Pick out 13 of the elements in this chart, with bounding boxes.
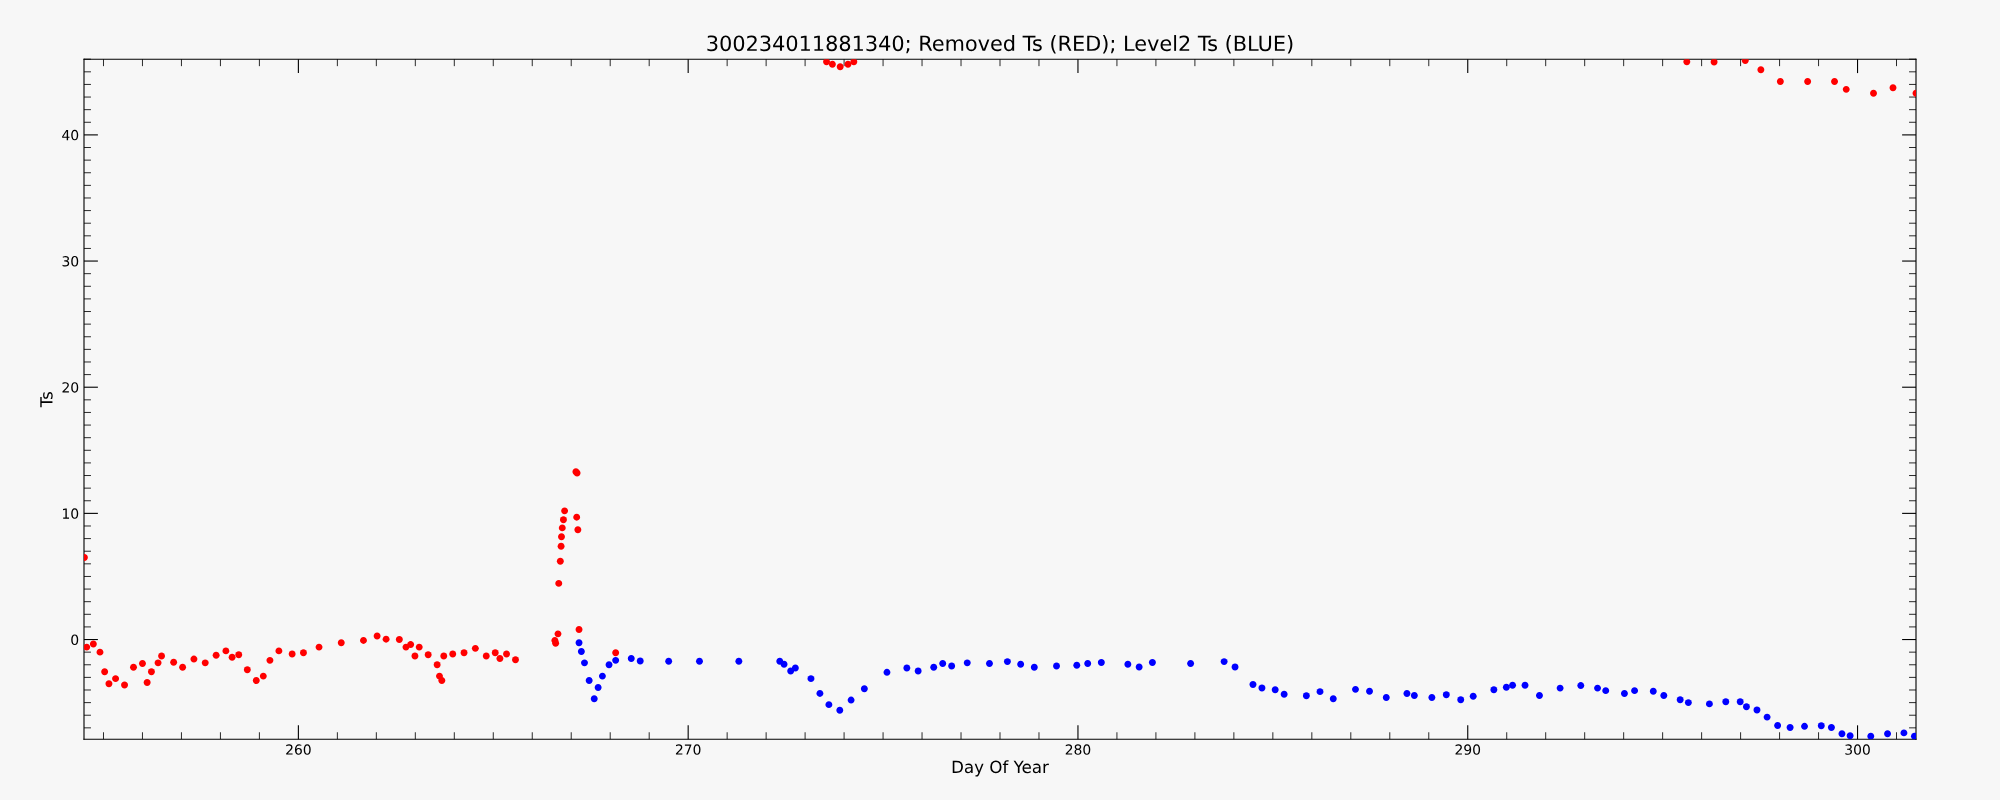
x-tick-label: 260 (286, 744, 311, 755)
x-tick-label: 280 (1065, 744, 1091, 755)
y-tick-label: 40 (62, 129, 79, 141)
x-tick-label: 300 (1845, 744, 1870, 755)
y-axis-title: Ts (40, 391, 53, 408)
y-tick-label: 0 (71, 634, 79, 646)
x-axis-title: Day Of Year (952, 760, 1049, 777)
x-tick-label: 270 (675, 744, 701, 755)
y-tick-label: 20 (62, 382, 79, 393)
chart-title: 300234011881340; Removed Ts (RED); Level2 Ts (BLUE) (707, 35, 1293, 54)
y-tick-label: 30 (62, 256, 79, 267)
x-tick-label: 290 (1455, 744, 1481, 755)
y-tick-label: 10 (62, 508, 79, 519)
